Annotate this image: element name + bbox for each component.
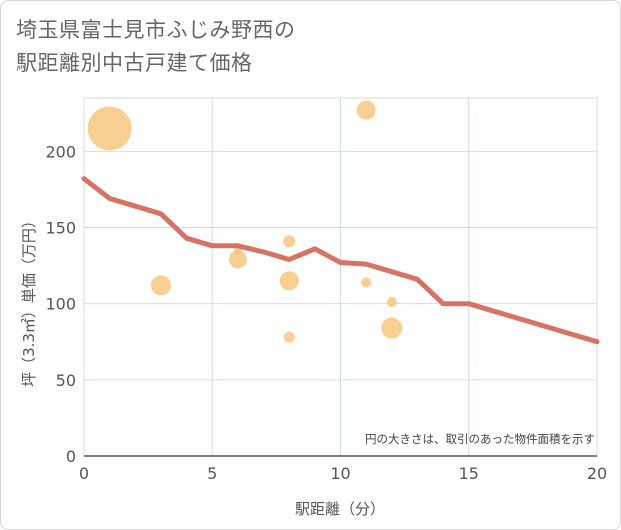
bubble-point xyxy=(228,250,247,269)
y-tick-label: 100 xyxy=(45,295,76,314)
x-axis-label: 駅距離（分） xyxy=(295,500,385,518)
bubble-series xyxy=(87,100,403,343)
size-annotation: 円の大きさは、取引のあった物件面積を示す xyxy=(365,432,595,446)
x-tick-label: 15 xyxy=(459,464,479,483)
chart-title: 埼玉県富士見市ふじみ野西の 駅距離別中古戸建て価格 xyxy=(16,14,296,80)
x-tick-label: 20 xyxy=(587,464,607,483)
y-axis-label: 坪（3.3㎡）単価（万円） xyxy=(20,213,38,387)
y-tick-label: 150 xyxy=(45,218,76,237)
grid-lines xyxy=(83,97,598,457)
bubble-point xyxy=(283,331,295,343)
bubble-point xyxy=(150,275,171,296)
bubble-point xyxy=(361,277,372,288)
price-trend-line xyxy=(81,176,600,345)
bubble-point xyxy=(87,106,132,151)
y-tick-label: 200 xyxy=(45,142,76,161)
x-tick-label: 5 xyxy=(207,464,217,483)
title-line-1: 埼玉県富士見市ふじみ野西の xyxy=(16,18,296,42)
title-line-2: 駅距離別中古戸建て価格 xyxy=(16,51,253,75)
x-tick-label: 10 xyxy=(330,464,350,483)
y-tick-label: 0 xyxy=(66,447,76,466)
bubble-point xyxy=(381,317,403,339)
bubble-point xyxy=(386,297,397,308)
y-tick-label: 50 xyxy=(56,371,76,390)
x-tick-label: 0 xyxy=(79,464,89,483)
bubble-point xyxy=(356,100,376,120)
bubble-point xyxy=(279,271,299,291)
bubble-point xyxy=(283,235,296,248)
